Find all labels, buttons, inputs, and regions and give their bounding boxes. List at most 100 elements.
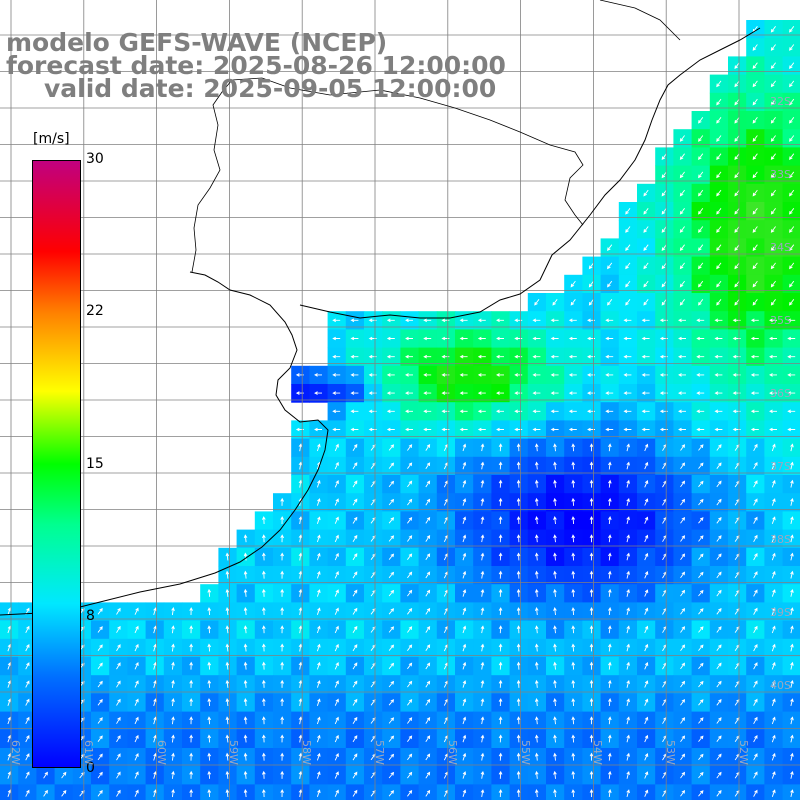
wind-arrow (659, 391, 668, 395)
wind-arrow (625, 244, 631, 252)
wind-arrow (459, 336, 468, 341)
wind-arrow (496, 409, 504, 414)
wind-arrow (626, 479, 630, 488)
wind-arrow (550, 427, 559, 432)
wind-arrow (534, 479, 539, 488)
colorbar-tick-30: 30 (86, 151, 104, 167)
wind-arrow (498, 770, 503, 779)
wind-arrow (644, 698, 649, 706)
wind-arrow (534, 516, 539, 525)
wind-arrow (61, 771, 67, 779)
wind-arrow (605, 373, 614, 377)
wind-arrow (388, 662, 395, 670)
wind-arrow (790, 497, 794, 506)
wind-arrow (750, 373, 759, 377)
wind-arrow (661, 153, 667, 161)
wind-arrow (171, 734, 175, 743)
wind-arrow (423, 409, 432, 414)
wind-arrow (480, 789, 485, 797)
wind-arrow (480, 661, 485, 670)
wind-arrow (134, 607, 139, 615)
wind-arrow (771, 625, 776, 634)
wind-arrow (7, 643, 12, 652)
wind-arrow (644, 552, 649, 561)
wind-arrow (225, 698, 230, 707)
wind-arrow (698, 208, 704, 215)
wind-arrow (498, 443, 503, 452)
wind-arrow (641, 427, 650, 432)
wind-arrow (698, 244, 704, 252)
wind-arrow (568, 409, 577, 414)
wind-arrow (625, 280, 631, 288)
wind-arrow (571, 479, 576, 488)
wind-arrow (589, 661, 594, 670)
wind-arrow (441, 354, 450, 359)
wind-arrow (97, 753, 103, 761)
wind-arrow (661, 299, 667, 306)
wind-arrow (407, 516, 413, 524)
wind-arrow (207, 770, 212, 779)
wind-arrow (134, 625, 139, 634)
wind-arrow (425, 717, 431, 724)
wind-arrow (571, 516, 576, 525)
wind-arrow (771, 516, 776, 524)
wind-arrow (516, 588, 521, 597)
wind-arrow (516, 661, 521, 670)
wind-arrow (787, 318, 796, 323)
wind-arrow (680, 462, 686, 469)
wind-arrow (716, 698, 722, 706)
wind-arrow (423, 391, 432, 395)
wind-arrow (280, 661, 284, 670)
wind-arrow (770, 98, 776, 106)
wind-arrow (462, 461, 467, 470)
wind-arrow (571, 661, 576, 670)
wind-arrow (571, 698, 576, 707)
speed-cell (728, 784, 747, 800)
wind-arrow (716, 444, 722, 451)
wind-arrow (425, 735, 431, 743)
wind-arrow (97, 662, 103, 670)
wind-arrow (407, 771, 413, 779)
wind-arrow (386, 354, 395, 359)
wind-arrow (332, 336, 341, 341)
wind-arrow (316, 643, 321, 652)
wind-arrow (770, 171, 776, 179)
wind-arrow (388, 771, 395, 779)
wind-arrow (334, 571, 339, 579)
wind-arrow (388, 680, 395, 688)
wind-arrow (553, 752, 557, 761)
wind-arrow (498, 752, 503, 761)
wind-arrow (589, 789, 594, 797)
wind-arrow (462, 698, 467, 706)
wind-arrow (171, 679, 175, 688)
wind-arrow (352, 534, 358, 542)
border-river-uruguay (191, 79, 233, 273)
wind-arrow (734, 262, 740, 270)
lon-label: 56W (445, 740, 459, 765)
wind-arrow (189, 661, 193, 670)
wind-arrow (425, 789, 431, 797)
wind-arrow (480, 680, 485, 688)
speed-cell (364, 784, 383, 800)
speed-cell (691, 784, 711, 800)
wind-arrow (678, 354, 686, 359)
wind-arrow (516, 643, 521, 652)
wind-arrow (388, 626, 395, 633)
wind-arrow (407, 589, 413, 597)
wind-arrow (498, 679, 503, 688)
wind-arrow (753, 461, 758, 470)
wind-arrow (734, 299, 740, 306)
wind-arrow (716, 462, 722, 469)
wind-arrow (334, 771, 339, 779)
wind-arrow (498, 570, 503, 579)
wind-arrow (680, 626, 686, 633)
wind-arrow (550, 336, 559, 341)
wind-arrow (407, 717, 413, 724)
wind-arrow (659, 336, 668, 341)
wind-arrow (516, 752, 521, 761)
wind-arrow (553, 698, 557, 707)
wind-arrow (588, 299, 594, 306)
wind-arrow (769, 354, 777, 359)
wind-arrow (25, 789, 30, 797)
wind-arrow (608, 461, 612, 470)
